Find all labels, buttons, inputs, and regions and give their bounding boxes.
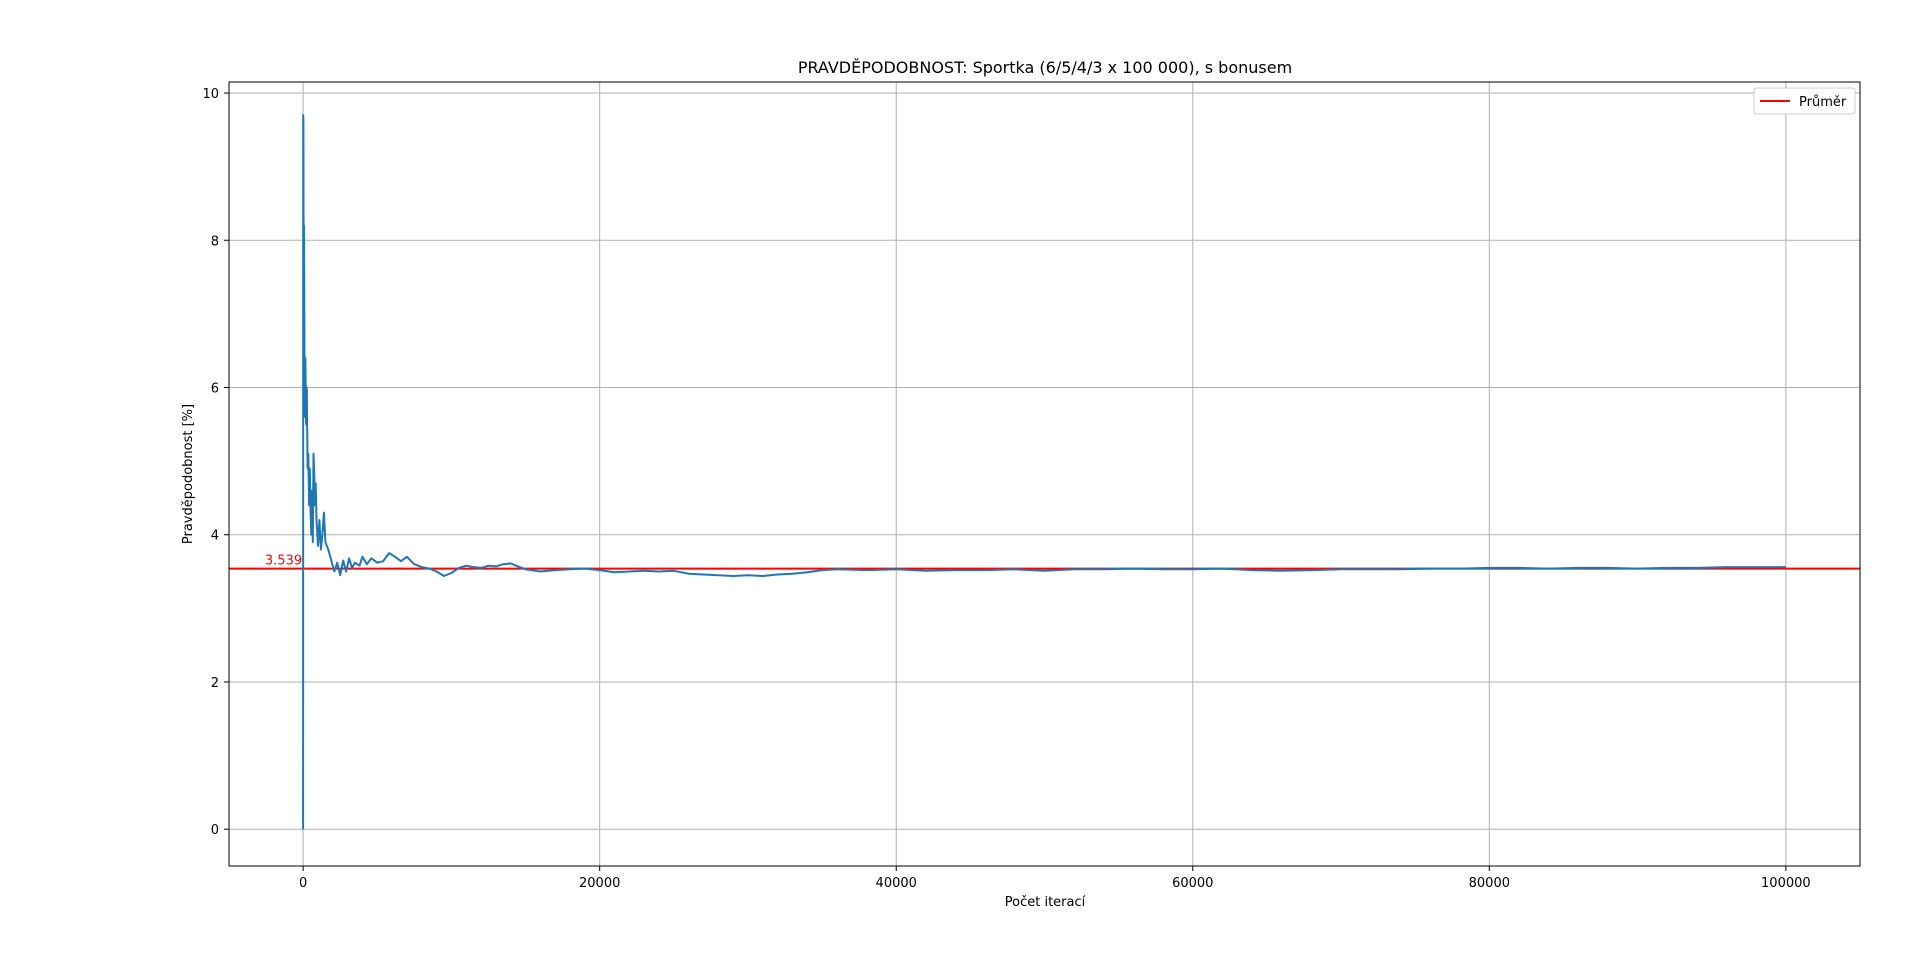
y-tick-label: 8 <box>211 234 219 249</box>
x-tick-label: 60000 <box>1172 876 1213 891</box>
x-axis: 0 20000 40000 60000 80000 100000 <box>299 866 1811 891</box>
x-tick-label: 20000 <box>579 876 620 891</box>
legend-label-mean: Průměr <box>1799 95 1847 110</box>
plot-frame <box>228 81 1861 867</box>
legend-box <box>1753 87 1856 115</box>
x-axis-label: Počet iterací <box>1005 895 1086 910</box>
probability-series-line <box>302 114 1786 830</box>
y-tick-label: 2 <box>211 676 219 691</box>
y-tick-label: 4 <box>211 529 219 544</box>
y-tick-label: 10 <box>202 87 219 102</box>
x-tick-label: 100000 <box>1761 876 1811 891</box>
y-tick-label: 0 <box>211 823 219 838</box>
grid <box>229 82 1860 866</box>
chart-title: PRAVDĚPODOBNOST: Sportka (6/5/4/3 x 100 … <box>798 58 1292 77</box>
x-tick-label: 0 <box>299 876 307 891</box>
y-axis: 0 2 4 6 8 10 <box>202 87 229 838</box>
legend: Průměr <box>1753 87 1856 115</box>
plot-area: 3.539 <box>229 114 1860 830</box>
y-tick-label: 6 <box>211 382 219 397</box>
x-tick-label: 80000 <box>1469 876 1510 891</box>
mean-annotation: 3.539 <box>265 554 302 569</box>
y-axis-label: Pravděpodobnost [%] <box>181 404 196 544</box>
x-tick-label: 40000 <box>876 876 917 891</box>
